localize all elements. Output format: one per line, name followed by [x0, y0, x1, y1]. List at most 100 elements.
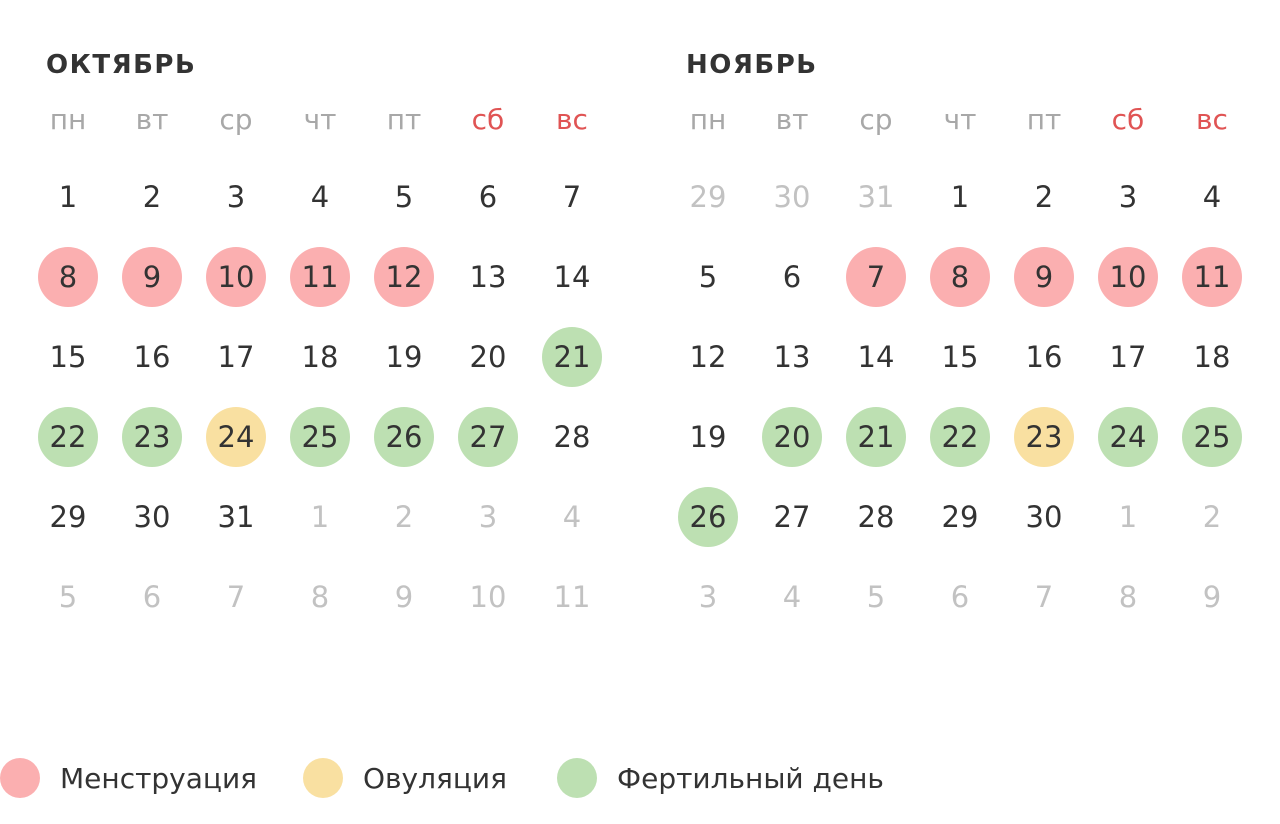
calendar-day[interactable]: 20 [446, 317, 530, 397]
calendar-day-outside[interactable]: 1 [278, 477, 362, 557]
calendar-day-outside[interactable]: 3 [666, 557, 750, 637]
calendar-day-outside[interactable]: 7 [194, 557, 278, 637]
calendar-day-outside[interactable]: 2 [1170, 477, 1254, 557]
calendar-day-outside[interactable]: 10 [446, 557, 530, 637]
calendar-day-fertile[interactable]: 25 [278, 397, 362, 477]
calendar-day[interactable]: 30 [110, 477, 194, 557]
calendar-day[interactable]: 27 [750, 477, 834, 557]
calendar-day-outside[interactable]: 11 [530, 557, 614, 637]
calendar-day[interactable]: 13 [750, 317, 834, 397]
legend-label: Менструация [60, 761, 257, 795]
calendar-day[interactable]: 3 [1086, 157, 1170, 237]
calendar-day-outside[interactable]: 7 [1002, 557, 1086, 637]
calendar-day-fertile[interactable]: 22 [918, 397, 1002, 477]
calendar-day-ovulation[interactable]: 24 [194, 397, 278, 477]
calendar-day[interactable]: 12 [666, 317, 750, 397]
calendar-day-outside[interactable]: 4 [750, 557, 834, 637]
calendar-day-menstruation[interactable]: 7 [834, 237, 918, 317]
calendar-day-outside[interactable]: 1 [1086, 477, 1170, 557]
calendar-day[interactable]: 19 [362, 317, 446, 397]
day-number: 11 [1182, 247, 1242, 307]
calendar-day[interactable]: 6 [446, 157, 530, 237]
calendar-day[interactable]: 5 [362, 157, 446, 237]
calendar-day-menstruation[interactable]: 10 [1086, 237, 1170, 317]
calendar-day-fertile[interactable]: 21 [530, 317, 614, 397]
calendar-day-outside[interactable]: 9 [1170, 557, 1254, 637]
calendar-day-menstruation[interactable]: 9 [110, 237, 194, 317]
calendar-day[interactable]: 15 [918, 317, 1002, 397]
day-number: 3 [698, 580, 718, 614]
day-number: 6 [142, 580, 162, 614]
day-grid: 29 30 31 1 2 3 4 5 6 7 8 9 10 11 12 13 14 15 16 17 18 19 20 21 2… [666, 157, 1254, 637]
calendar-day[interactable]: 6 [750, 237, 834, 317]
day-number: 23 [122, 407, 182, 467]
day-number: 10 [1098, 247, 1158, 307]
calendar-day[interactable]: 29 [918, 477, 1002, 557]
calendar-day-outside[interactable]: 30 [750, 157, 834, 237]
calendar-day-fertile[interactable]: 25 [1170, 397, 1254, 477]
month-title: ОКТЯБРЬ [46, 50, 197, 80]
day-number: 9 [394, 580, 414, 614]
calendar-day[interactable]: 4 [1170, 157, 1254, 237]
calendar-day-outside[interactable]: 6 [918, 557, 1002, 637]
calendar-day-menstruation[interactable]: 9 [1002, 237, 1086, 317]
calendar-day[interactable]: 19 [666, 397, 750, 477]
calendar-day[interactable]: 4 [278, 157, 362, 237]
calendar-day[interactable]: 17 [1086, 317, 1170, 397]
calendar-day-menstruation[interactable]: 12 [362, 237, 446, 317]
calendar-day[interactable]: 17 [194, 317, 278, 397]
day-number: 25 [290, 407, 350, 467]
day-number: 24 [1098, 407, 1158, 467]
calendar-day[interactable]: 14 [834, 317, 918, 397]
calendar-day[interactable]: 18 [1170, 317, 1254, 397]
calendar-day-fertile[interactable]: 21 [834, 397, 918, 477]
calendar-day[interactable]: 28 [530, 397, 614, 477]
calendar-day-menstruation[interactable]: 11 [278, 237, 362, 317]
calendar-day[interactable]: 2 [1002, 157, 1086, 237]
calendar-day[interactable]: 1 [918, 157, 1002, 237]
day-number: 7 [562, 180, 582, 214]
day-number: 8 [1118, 580, 1138, 614]
calendar-day-outside[interactable]: 8 [1086, 557, 1170, 637]
calendar-day[interactable]: 16 [1002, 317, 1086, 397]
day-number: 5 [698, 260, 718, 294]
calendar-day[interactable]: 3 [194, 157, 278, 237]
calendar-day[interactable]: 30 [1002, 477, 1086, 557]
calendar-day-ovulation[interactable]: 23 [1002, 397, 1086, 477]
legend-item-menstruation: Менструация [0, 756, 257, 800]
calendar-day[interactable]: 14 [530, 237, 614, 317]
calendar-day-menstruation[interactable]: 8 [26, 237, 110, 317]
calendar-day-outside[interactable]: 9 [362, 557, 446, 637]
calendar-day[interactable]: 16 [110, 317, 194, 397]
calendar-day-outside[interactable]: 2 [362, 477, 446, 557]
calendar-day-fertile[interactable]: 26 [666, 477, 750, 557]
calendar-day-fertile[interactable]: 22 [26, 397, 110, 477]
calendar-day[interactable]: 5 [666, 237, 750, 317]
calendar-day-fertile[interactable]: 26 [362, 397, 446, 477]
calendar-day-outside[interactable]: 4 [530, 477, 614, 557]
calendar-day[interactable]: 13 [446, 237, 530, 317]
calendar-day-menstruation[interactable]: 11 [1170, 237, 1254, 317]
calendar-day[interactable]: 18 [278, 317, 362, 397]
calendar-day-fertile[interactable]: 27 [446, 397, 530, 477]
calendar-day[interactable]: 15 [26, 317, 110, 397]
calendar-day[interactable]: 1 [26, 157, 110, 237]
calendar-day-outside[interactable]: 8 [278, 557, 362, 637]
calendar-day-outside[interactable]: 29 [666, 157, 750, 237]
calendar-day-menstruation[interactable]: 10 [194, 237, 278, 317]
calendar-day-fertile[interactable]: 24 [1086, 397, 1170, 477]
calendar-day[interactable]: 2 [110, 157, 194, 237]
calendar-day-outside[interactable]: 3 [446, 477, 530, 557]
calendar-day-outside[interactable]: 31 [834, 157, 918, 237]
calendar-day-outside[interactable]: 5 [834, 557, 918, 637]
calendar-day-menstruation[interactable]: 8 [918, 237, 1002, 317]
calendar-day[interactable]: 31 [194, 477, 278, 557]
calendar-day[interactable]: 29 [26, 477, 110, 557]
calendar-day-outside[interactable]: 5 [26, 557, 110, 637]
calendar-day-fertile[interactable]: 23 [110, 397, 194, 477]
legend-item-fertile: Фертильный день [557, 756, 884, 800]
calendar-day-fertile[interactable]: 20 [750, 397, 834, 477]
calendar-day[interactable]: 7 [530, 157, 614, 237]
calendar-day-outside[interactable]: 6 [110, 557, 194, 637]
calendar-day[interactable]: 28 [834, 477, 918, 557]
